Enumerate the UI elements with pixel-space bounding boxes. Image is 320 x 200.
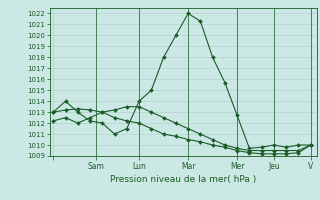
X-axis label: Pression niveau de la mer( hPa ): Pression niveau de la mer( hPa ) xyxy=(110,175,256,184)
